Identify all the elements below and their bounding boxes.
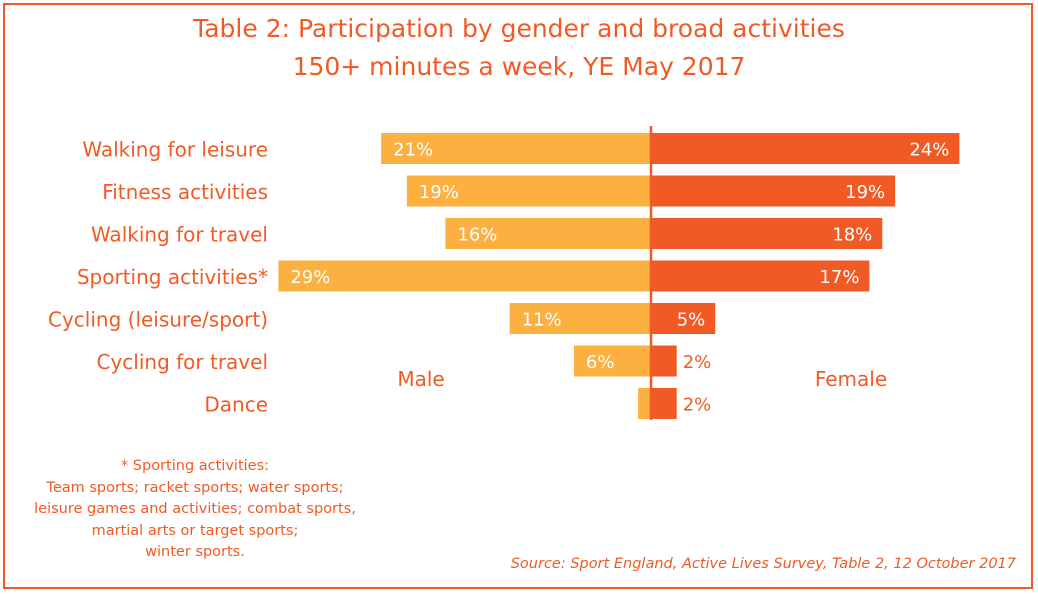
female-value-label: 18%	[832, 225, 872, 246]
female-bar	[651, 388, 677, 419]
female-bar	[651, 218, 883, 249]
male-bar	[406, 175, 651, 207]
footnote-line: leisure games and activities; combat spo…	[34, 501, 356, 517]
male-value-label: 29%	[290, 267, 330, 288]
male-value-label: 16%	[457, 225, 497, 246]
footnote-line: winter sports.	[145, 544, 245, 560]
male-bar	[573, 345, 651, 377]
source-note: Source: Sport England, Active Lives Surv…	[510, 556, 1016, 572]
female-bar	[651, 303, 716, 334]
female-value-label: 5%	[677, 310, 706, 331]
male-bar	[638, 388, 651, 419]
legend-male: Male	[397, 367, 444, 391]
male-bar	[509, 303, 651, 334]
category-label: Sporting activities*	[77, 265, 268, 289]
male-value-label: 6%	[586, 352, 615, 373]
female-bar	[651, 345, 677, 377]
female-bar	[651, 133, 960, 164]
male-value-label: 21%	[393, 140, 433, 161]
male-value-label: 19%	[419, 182, 459, 203]
category-label: Cycling (leisure/sport)	[48, 308, 268, 332]
footnote-line: Team sports; racket sports; water sports…	[46, 479, 344, 496]
male-bar	[278, 260, 651, 292]
female-value-label: 2%	[683, 352, 712, 373]
category-label: Walking for leisure	[82, 138, 268, 162]
female-bar	[651, 260, 870, 292]
chart-subtitle: 150+ minutes a week, YE May 2017	[292, 52, 746, 81]
category-label: Fitness activities	[102, 180, 268, 204]
male-bar	[445, 218, 651, 249]
category-label: Dance	[204, 393, 268, 417]
footnote-line: martial arts or target sports;	[91, 522, 299, 539]
category-label: Walking for travel	[91, 223, 268, 247]
chart-frame	[3, 3, 1033, 589]
female-value-label: 24%	[909, 140, 949, 161]
female-bar	[651, 175, 896, 207]
footnote-line: * Sporting activities:	[120, 458, 270, 474]
female-value-label: 2%	[683, 395, 712, 416]
footnote: * Sporting activities: Team sports; rack…	[20, 456, 370, 564]
chart-title: Table 2: Participation by gender and bro…	[193, 14, 845, 43]
female-value-label: 19%	[845, 182, 885, 203]
legend-female: Female	[815, 367, 887, 391]
male-value-label: 11%	[522, 310, 562, 331]
female-value-label: 17%	[819, 267, 859, 288]
category-label: Cycling for travel	[96, 350, 268, 374]
male-bar	[381, 133, 651, 164]
